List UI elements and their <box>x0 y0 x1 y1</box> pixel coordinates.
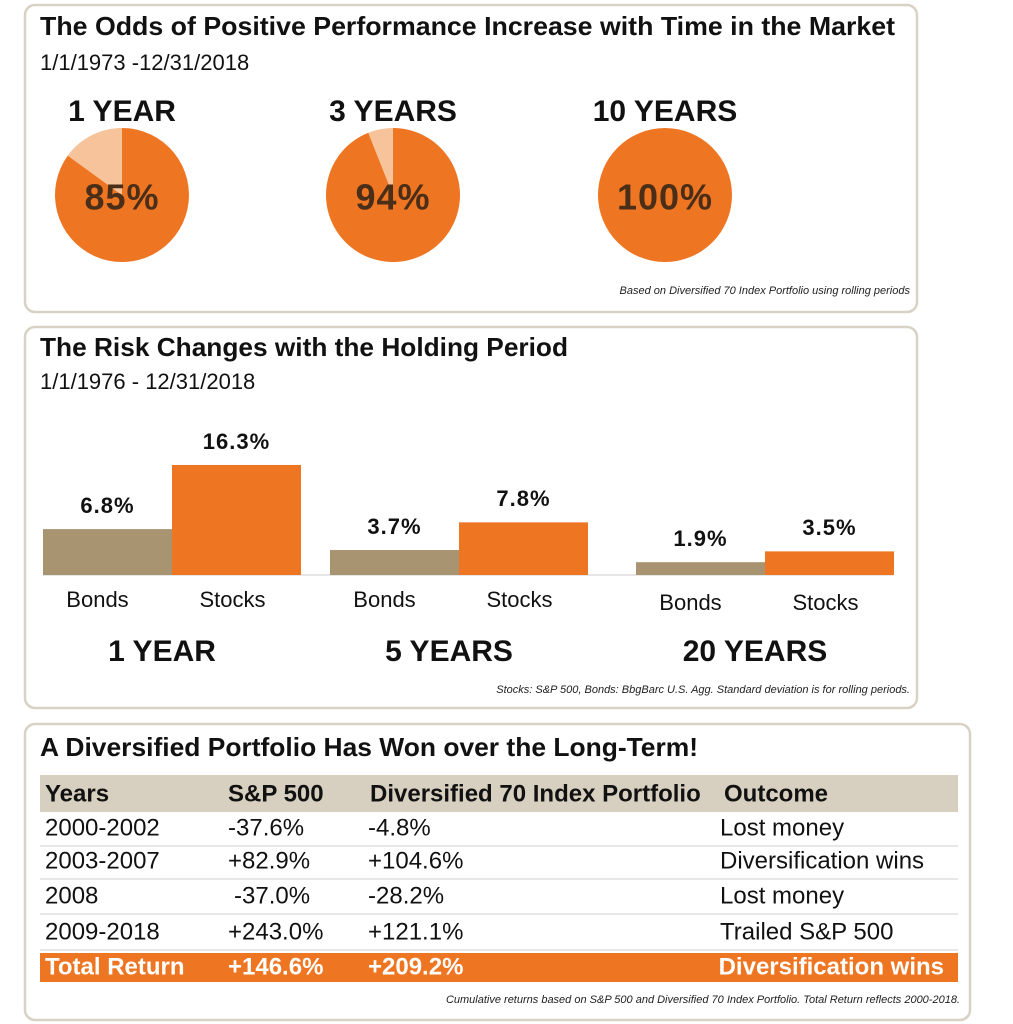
value-label: 1.9% <box>673 526 727 551</box>
pie-slice <box>325 128 460 263</box>
value-label: 6.8% <box>80 493 134 518</box>
value-label: 3.7% <box>367 514 421 539</box>
note: Stocks: S&P 500, Bonds: BbgBarc U.S. Agg… <box>496 684 910 696</box>
cell: 2000-2002 <box>45 814 160 841</box>
cell: -37.0% <box>234 882 310 909</box>
pie-slice <box>54 128 189 262</box>
pie-label: 1 YEAR <box>68 95 176 128</box>
total-cell: +146.6% <box>228 953 323 980</box>
column-header: Outcome <box>724 780 828 807</box>
value-label: 100% <box>617 177 713 218</box>
bar <box>172 464 301 575</box>
total-cell: +209.2% <box>368 953 463 980</box>
column-header: Years <box>45 780 109 807</box>
bar <box>636 562 765 575</box>
total-cell: Total Return <box>45 953 185 980</box>
title: The Risk Changes with the Holding Period <box>40 332 568 362</box>
series-label: Bonds <box>66 587 128 612</box>
panel <box>23 325 919 710</box>
series-label: Stocks <box>792 590 858 615</box>
cell: Lost money <box>720 814 844 841</box>
total-row-bg <box>40 953 958 982</box>
pie-rest <box>368 128 393 195</box>
value-label: 3.5% <box>802 515 856 540</box>
total-cell: Diversification wins <box>719 953 944 980</box>
series-label: Bonds <box>659 590 721 615</box>
cell: -28.2% <box>368 882 444 909</box>
title: The Odds of Positive Performance Increas… <box>40 11 895 41</box>
column-header: S&P 500 <box>228 780 324 807</box>
pie-rest <box>67 128 122 195</box>
value-label: 7.8% <box>496 486 550 511</box>
cell: +121.1% <box>368 918 463 945</box>
column-header: Diversified 70 Index Portfolio <box>370 780 701 807</box>
bar <box>330 550 459 575</box>
bar <box>43 529 172 575</box>
series-label: Stocks <box>486 587 552 612</box>
value-label: 16.3% <box>203 429 270 454</box>
cell: 2003-2007 <box>45 847 160 874</box>
subtitle: 1/1/1973 -12/31/2018 <box>40 50 249 75</box>
title: A Diversified Portfolio Has Won over the… <box>40 732 698 762</box>
group-label: 1 YEAR <box>108 635 216 668</box>
cell: -37.6% <box>228 814 304 841</box>
cell: Diversification wins <box>720 847 924 874</box>
group-label: 20 YEARS <box>683 635 828 668</box>
cell: +243.0% <box>228 918 323 945</box>
bar <box>459 522 588 575</box>
table-header-bg <box>40 775 958 812</box>
subtitle: 1/1/1976 - 12/31/2018 <box>40 369 255 394</box>
cell: -4.8% <box>368 814 431 841</box>
series-label: Stocks <box>199 587 265 612</box>
note: Based on Diversified 70 Index Portfolio … <box>620 285 911 297</box>
pie-label: 3 YEARS <box>329 95 457 128</box>
bar <box>765 551 894 575</box>
cell: 2008 <box>45 882 98 909</box>
value-label: 85% <box>84 177 159 218</box>
pie-label: 10 YEARS <box>593 95 738 128</box>
cell: +104.6% <box>368 847 463 874</box>
cell: Lost money <box>720 882 844 909</box>
cell: Trailed S&P 500 <box>720 918 893 945</box>
value-label: 94% <box>355 177 430 218</box>
series-label: Bonds <box>353 587 415 612</box>
group-label: 5 YEARS <box>385 635 513 668</box>
cell: 2009-2018 <box>45 918 160 945</box>
cell: +82.9% <box>228 847 310 874</box>
pie-slice <box>598 128 732 262</box>
note: Cumulative returns based on S&P 500 and … <box>446 994 960 1006</box>
